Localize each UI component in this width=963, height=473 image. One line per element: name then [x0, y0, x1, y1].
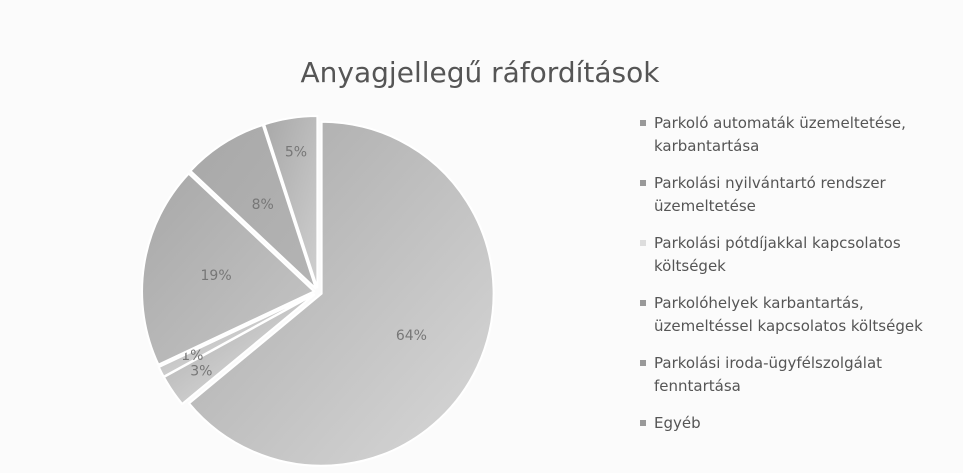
chart-title: Anyagjellegű ráfordítások [301, 56, 661, 89]
legend-swatch [640, 180, 646, 186]
legend-swatch [640, 240, 646, 246]
legend-item: Parkoló automaták üzemeltetése, karbanta… [640, 112, 960, 158]
pie-slice [189, 123, 317, 290]
data-label: 5% [285, 145, 307, 161]
legend-item: Parkolási iroda-ügyfélszolgálat fenntart… [640, 352, 960, 398]
legend-label: Parkoló automaták üzemeltetése, karbanta… [654, 114, 906, 155]
data-label: 8% [252, 197, 274, 213]
legend-item: Parkolóhelyek karbantartás, üzemeltéssel… [640, 292, 960, 338]
pie-slice [187, 120, 495, 467]
legend-swatch [640, 420, 646, 426]
legend-item: Egyéb [640, 412, 960, 435]
data-label: 64% [396, 328, 427, 344]
legend-swatch [640, 120, 646, 126]
legend-label: Parkolási iroda-ügyfélszolgálat fenntart… [654, 354, 883, 395]
legend-label: Parkolási pótdíjakkal kapcsolatos költsé… [654, 234, 901, 275]
pie-slice [141, 172, 316, 366]
legend-item: Parkolási nyilvántartó rendszer üzemelte… [640, 172, 960, 218]
legend-label: Parkolási nyilvántartó rendszer üzemelte… [654, 174, 886, 215]
legend-item: Parkolási pótdíjakkal kapcsolatos költsé… [640, 232, 960, 278]
pie-slice [262, 115, 319, 289]
data-label: 3% [190, 363, 212, 379]
pie-slice [157, 292, 315, 379]
legend-swatch [640, 300, 646, 306]
legend: Parkoló automaták üzemeltetése, karbanta… [640, 112, 960, 449]
legend-swatch [640, 360, 646, 366]
legend-label: Egyéb [654, 414, 701, 432]
data-label: 19% [201, 268, 232, 284]
legend-label: Parkolóhelyek karbantartás, üzemeltéssel… [654, 294, 923, 335]
